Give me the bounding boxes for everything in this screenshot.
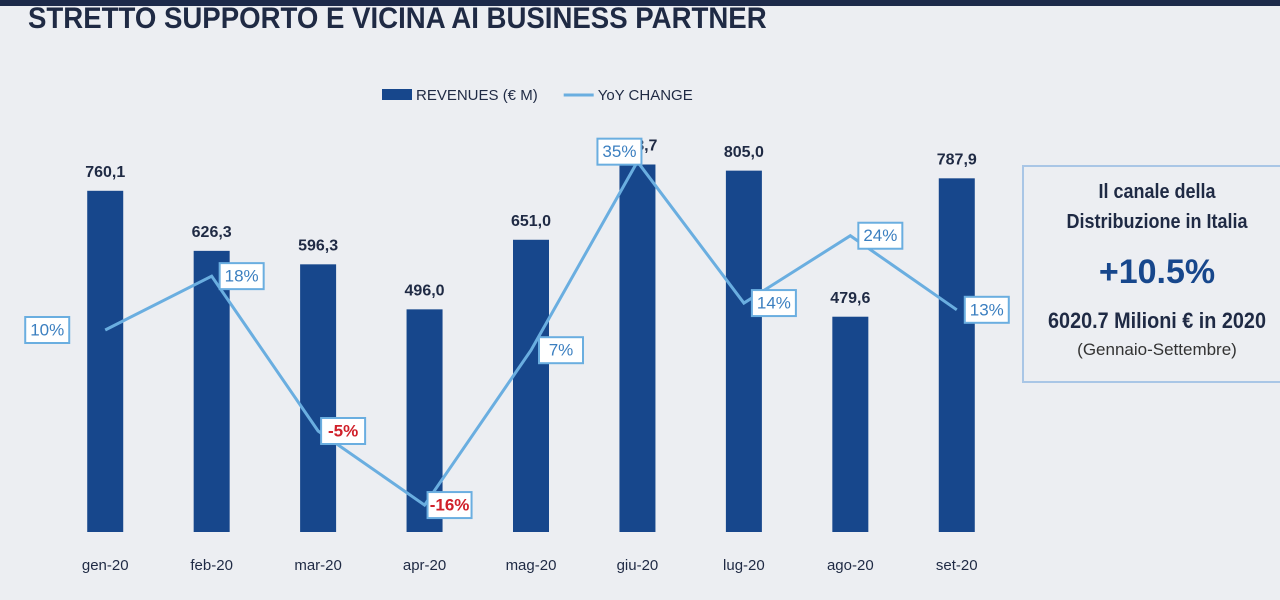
bar — [938, 178, 975, 533]
bar-value-label: 496,0 — [405, 283, 445, 300]
yoy-label-box — [750, 289, 797, 318]
chart: REVENUES (€ M) YoY CHANGE gen-20 feb-20 mar-… — [24, 87, 1010, 574]
bar — [832, 316, 869, 532]
panel-total: 6020.7 Milioni € in 2020 — [1048, 308, 1266, 333]
yoy-label: 24% — [863, 226, 897, 245]
yoy-label-box — [538, 336, 584, 365]
legend-swatch — [382, 89, 412, 100]
yoy-label-box — [320, 417, 367, 445]
yoy-label: 10% — [30, 320, 64, 339]
yoy-label: 14% — [757, 294, 791, 313]
x-tick-label: feb-20 — [190, 557, 233, 574]
panel-growth: +10.5% — [1098, 253, 1216, 291]
x-tick-label: mar-20 — [294, 557, 342, 574]
x-tick-label: lug-20 — [723, 557, 765, 574]
x-tick-label: mag-20 — [506, 557, 557, 574]
x-tick-label: gen-20 — [82, 557, 129, 574]
x-tick-label: ago-20 — [827, 557, 874, 574]
bar — [513, 239, 549, 533]
bar-value-label: 787,9 — [937, 152, 977, 169]
yoy-label-box — [218, 262, 265, 291]
bar-value-label: 805,0 — [724, 144, 764, 161]
x-tick-label: apr-20 — [403, 557, 446, 574]
bar-value-label: 760,1 — [85, 164, 125, 181]
bar-value-label: 626,3 — [192, 224, 232, 241]
yoy-label-box — [857, 221, 904, 250]
yoy-label-box — [24, 316, 71, 344]
bar-value-label: 479,6 — [830, 290, 870, 307]
yoy-label: 7% — [549, 341, 574, 360]
x-tick-label: giu-20 — [617, 557, 659, 574]
x-tick-label: set-20 — [936, 557, 978, 574]
yoy-line — [104, 158, 958, 508]
slide-title: STRETTO SUPPORTO E VICINA AI BUSINESS PA… — [28, 2, 767, 35]
legend-label: YoY CHANGE — [598, 87, 693, 104]
bar — [725, 170, 762, 532]
yoy-label: 35% — [602, 142, 636, 161]
yoy-label-box — [963, 295, 1010, 324]
panel-heading: Il canale della Distribuzione in Italia — [1066, 181, 1248, 233]
top-bar — [0, 0, 1280, 6]
yoy-label: -16% — [430, 496, 470, 515]
bar — [87, 190, 124, 532]
yoy-label: 18% — [225, 267, 259, 286]
bar — [619, 164, 656, 532]
yoy-label-box — [596, 137, 643, 166]
legend-label: REVENUES (€ M) — [416, 87, 538, 104]
bar-value-label: 596,3 — [298, 238, 338, 255]
panel-period: (Gennaio-Settembre) — [1077, 340, 1237, 359]
bar-value-label: 651,0 — [511, 213, 551, 230]
yoy-label: 13% — [970, 300, 1004, 319]
bar — [193, 250, 230, 532]
summary-panel: Il canale della Distribuzione in Italia … — [1022, 165, 1280, 383]
yoy-label: -5% — [328, 421, 358, 440]
bar — [300, 264, 337, 532]
yoy-label-box — [426, 491, 473, 520]
